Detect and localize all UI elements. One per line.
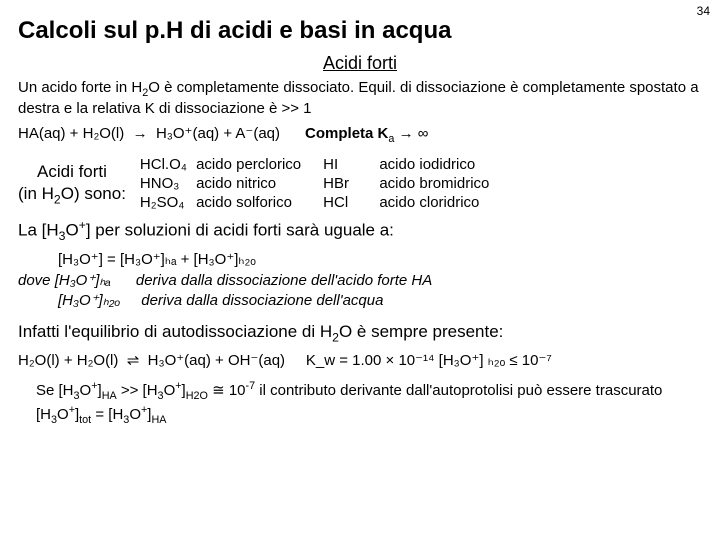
acid-label-line1: Acidi forti [37,162,107,181]
final-g: ≅ 10 [208,382,246,399]
acid-name: acido solforico [196,194,292,211]
eq1-rhs: H₃O⁺(aq) + A⁻(aq) [156,125,280,142]
acid-formula: HBr [323,175,375,194]
statement-1: La [H3O+] per soluzioni di acidi forti s… [18,218,702,244]
stmt1-c: ] per soluzioni di acidi forti sarà ugua… [86,221,394,240]
acid-label: Acidi forti (in H2O) sono: [18,161,126,207]
final-statement: Se [H3O+]HA >> [H3O+]H2O ≅ 10-7 il contr… [36,380,702,427]
eq1-note: Completa K [305,125,388,142]
equilibrium-arrow-icon [127,352,140,369]
acid-formula: HI [323,156,375,175]
list-item: HI acido iodidrico [323,156,489,175]
final-b: O [80,382,92,399]
final-sub-ha: HA [102,390,117,402]
final-sub-ha2: HA [151,414,166,426]
acid-label-line2a: (in H [18,184,54,203]
final-a: Se [H [36,382,74,399]
acid-name: acido iodidrico [379,156,475,173]
sup-plus: + [79,218,86,232]
acid-label-line2b: O) sono: [61,184,126,203]
eq3-kw: K_w = 1.00 × 10⁻¹⁴ [H₃O⁺] ₕ₂ₒ ≤ 10⁻⁷ [306,352,552,369]
stmt2-b: O è sempre presente: [339,322,503,341]
acid-name: acido perclorico [196,156,301,173]
list-item: H₂SO₄ acido solforico [140,194,301,213]
acid-col-1: HCl.O₄ acido perclorico HNO₃ acido nitri… [140,156,301,212]
intro-text: Un acido forte in H2O è completamente di… [18,79,702,119]
final-e: O [164,382,176,399]
acid-formula: HCl.O₄ [140,156,192,175]
acid-name: acido cloridrico [379,194,479,211]
acid-name: acido nitrico [196,175,276,192]
intro-a: Un acido forte in H [18,79,142,96]
acid-formula: HCl [323,194,375,213]
eq-sum-2a: dove [H₃O⁺]ₕₐ [18,272,111,289]
acid-formula: HNO₃ [140,175,192,194]
acid-name: acido bromidrico [379,175,489,192]
final-k: = [H [91,406,123,423]
eq-sum-3a: [H₃O⁺]ₕ₂ₒ [58,292,120,309]
page-title: Calcoli sul p.H di acidi e basi in acqua [18,16,702,46]
eq-sum-line1: [H₃O⁺] = [H₃O⁺]ₕₐ + [H₃O⁺]ₕ₂ₒ [18,251,702,270]
page-number: 34 [697,4,710,19]
acid-col-2: HI acido iodidrico HBr acido bromidrico … [323,156,489,212]
eq1-lhs: HA(aq) + H₂O(l) [18,125,124,142]
acid-formula: H₂SO₄ [140,194,192,213]
equation-autoionization: H₂O(l) + H₂O(l) H₃O⁺(aq) + OH⁻(aq) K_w =… [18,352,702,371]
final-sub-h2o: H2O [186,390,208,402]
list-item: HBr acido bromidrico [323,175,489,194]
equation-dissociation: HA(aq) + H₂O(l) H₃O⁺(aq) + A⁻(aq) Comple… [18,125,702,146]
sub-2c: 2 [332,330,339,344]
eq1-tail: → ∞ [394,125,428,142]
equation-sum-block: [H₃O⁺] = [H₃O⁺]ₕₐ + [H₃O⁺]ₕ₂ₒ dove [H₃O⁺… [18,251,702,311]
list-item: HCl acido cloridrico [323,194,489,213]
statement-2: Infatti l'equilibrio di autodissociazion… [18,321,702,346]
list-item: HNO₃ acido nitrico [140,175,301,194]
eq-sum-3b: deriva dalla dissociazione dell'acqua [141,292,383,309]
list-item: HCl.O₄ acido perclorico [140,156,301,175]
subheading: Acidi forti [18,52,702,75]
sub-2b: 2 [54,192,61,206]
eq-sum-line2: dove [H₃O⁺]ₕₐ deriva dalla dissociazione… [18,272,702,291]
acid-columns: HCl.O₄ acido perclorico HNO₃ acido nitri… [140,156,489,212]
eq-sum-line3: [H₃O⁺]ₕ₂ₒ deriva dalla dissociazione del… [18,292,702,311]
eq-sum-2b: deriva dalla dissociazione dell'acido fo… [136,272,432,289]
final-i: O [57,406,69,423]
stmt2-a: Infatti l'equilibrio di autodissociazion… [18,322,332,341]
stmt1-a: La [H [18,221,59,240]
final-l: O [129,406,141,423]
final-sub-tot: tot [79,414,91,426]
eq3-rhs: H₃O⁺(aq) + OH⁻(aq) [148,352,285,369]
final-d: >> [H [117,382,158,399]
strong-acids-row: Acidi forti (in H2O) sono: HCl.O₄ acido … [18,156,702,212]
final-exp: -7 [246,380,256,392]
eq3-lhs: H₂O(l) + H₂O(l) [18,352,118,369]
stmt1-b: O [65,221,78,240]
arrow-icon [133,125,148,142]
